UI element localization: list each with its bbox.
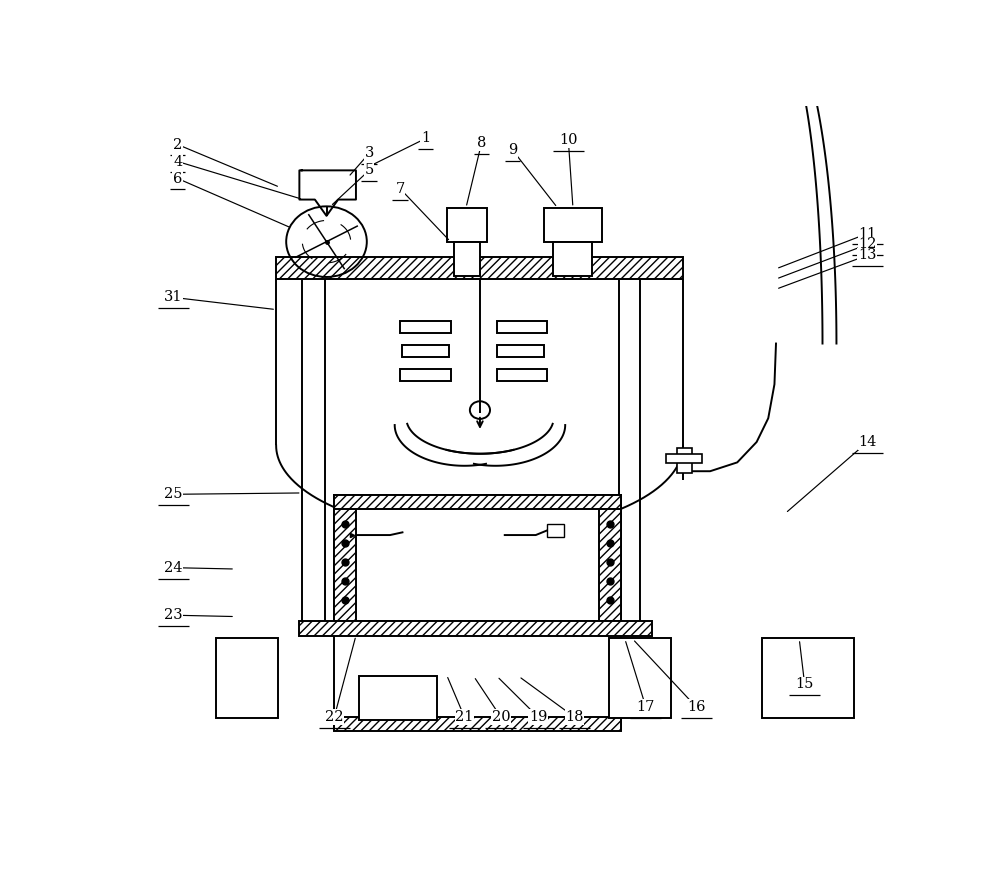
Bar (677, 448, 692, 473)
Bar (299, 621, 652, 636)
Bar (447, 208, 487, 242)
Text: 18: 18 (565, 710, 584, 724)
Bar (497, 321, 547, 333)
Text: 31: 31 (164, 290, 182, 304)
Text: 23: 23 (164, 609, 182, 622)
Bar (334, 495, 621, 509)
Text: 11: 11 (858, 227, 877, 241)
Text: 20: 20 (492, 710, 510, 724)
Text: 19: 19 (529, 710, 547, 724)
Bar (359, 676, 437, 721)
Text: 6: 6 (173, 171, 182, 185)
Bar (544, 208, 602, 242)
Bar (553, 242, 592, 275)
Bar (609, 639, 671, 719)
Text: 13: 13 (858, 248, 877, 262)
Text: 10: 10 (559, 133, 578, 146)
Bar (334, 495, 621, 621)
Text: 22: 22 (325, 710, 344, 724)
Text: 4: 4 (173, 154, 182, 168)
Text: 7: 7 (396, 182, 405, 196)
Bar (454, 242, 480, 275)
Bar (216, 639, 278, 719)
Text: 25: 25 (164, 488, 182, 501)
Bar (497, 345, 544, 357)
Text: 5: 5 (364, 163, 374, 177)
Bar (762, 639, 854, 719)
Bar (599, 495, 621, 621)
Text: 3: 3 (364, 146, 374, 161)
Text: 17: 17 (637, 700, 655, 714)
Text: 14: 14 (858, 435, 877, 449)
Bar (400, 369, 450, 381)
Text: 16: 16 (687, 700, 705, 714)
Text: 15: 15 (795, 677, 814, 691)
Text: 24: 24 (164, 561, 182, 575)
Bar (400, 321, 450, 333)
Text: 9: 9 (508, 143, 517, 157)
Bar (334, 495, 356, 621)
Bar (402, 345, 449, 357)
Bar (666, 453, 702, 463)
Bar (547, 524, 564, 537)
Text: 2: 2 (173, 138, 182, 152)
Text: 8: 8 (477, 136, 486, 150)
Bar (334, 717, 621, 730)
Bar (276, 258, 683, 279)
Text: 12: 12 (858, 237, 877, 251)
Text: 21: 21 (455, 710, 474, 724)
Bar (497, 369, 547, 381)
Text: 1: 1 (421, 131, 430, 146)
